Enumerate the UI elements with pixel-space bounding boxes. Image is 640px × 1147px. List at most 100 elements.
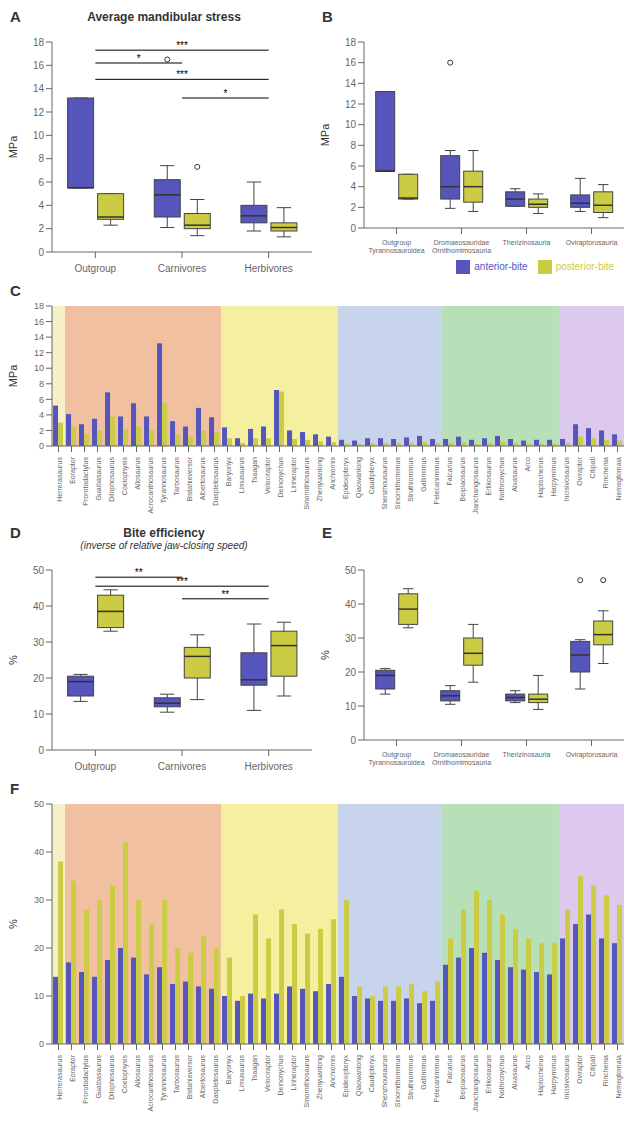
svg-text:DromaeosauridaeOrnithomimosaur: DromaeosauridaeOrnithomimosauria [432,239,491,254]
svg-text:18: 18 [34,301,44,311]
svg-text:Prorotodactylus: Prorotodactylus [82,457,90,506]
svg-text:6: 6 [39,395,44,405]
svg-text:40: 40 [34,847,44,857]
svg-text:0: 0 [39,441,44,451]
svg-text:***: *** [176,69,188,80]
svg-text:4: 4 [39,410,44,420]
svg-text:14: 14 [34,332,44,342]
svg-text:14: 14 [345,78,357,89]
svg-text:Tsaagan: Tsaagan [251,457,259,484]
svg-text:10: 10 [345,701,357,712]
svg-text:Eoraptor: Eoraptor [69,1054,77,1082]
svg-text:Allosaurus: Allosaurus [134,457,141,490]
svg-text:Jianchangosaurus: Jianchangosaurus [472,457,480,514]
svg-text:*: * [223,88,227,99]
svg-text:Sinornithosaurus: Sinornithosaurus [303,457,310,510]
svg-text:MPa: MPa [8,135,19,159]
svg-text:30: 30 [345,633,357,644]
svg-text:***: *** [176,40,188,51]
svg-text:Nothronychus: Nothronychus [498,457,506,501]
svg-text:Incisivosaurus: Incisivosaurus [563,1055,570,1100]
svg-text:Herbivores: Herbivores [244,263,292,274]
svg-text:OutgroupTyrannosauroidea: OutgroupTyrannosauroidea [368,751,424,767]
svg-text:Harpymimus: Harpymimus [550,457,558,497]
svg-text:Guaibasaurus: Guaibasaurus [95,457,102,501]
svg-text:Acrocanthosaurus: Acrocanthosaurus [147,457,154,514]
svg-text:10: 10 [33,709,45,720]
svg-text:MPa: MPa [8,364,19,388]
svg-text:10: 10 [33,130,45,141]
svg-text:**: ** [135,567,143,578]
svg-text:2: 2 [39,426,44,436]
svg-text:Prorotodactylus: Prorotodactylus [82,1055,90,1104]
svg-text:%: % [320,650,331,660]
svg-text:Acrocanthosaurus: Acrocanthosaurus [147,1055,154,1112]
svg-text:Oviraptorosauria: Oviraptorosauria [566,751,618,759]
svg-text:4: 4 [38,200,44,211]
svg-text:Guaibasaurus: Guaibasaurus [95,1055,102,1099]
svg-text:Beipiaosaurus: Beipiaosaurus [459,1055,467,1100]
svg-text:Tyrannosaurus: Tyrannosaurus [160,457,168,504]
svg-text:Zhenyuanlong: Zhenyuanlong [316,1055,324,1099]
svg-text:Erlikosaurus: Erlikosaurus [485,1055,492,1094]
svg-text:0: 0 [39,1039,44,1049]
svg-text:Caudipteryx: Caudipteryx [368,457,376,495]
svg-text:Velociraptor: Velociraptor [264,1054,272,1092]
svg-text:DromaeosauridaeOrnithomimosaur: DromaeosauridaeOrnithomimosauria [432,751,491,766]
svg-text:30: 30 [33,637,45,648]
svg-text:Shenzhousaurus: Shenzhousaurus [381,457,388,510]
svg-text:Zhenyuanlong: Zhenyuanlong [316,457,324,501]
svg-text:Baryonyx: Baryonyx [225,457,233,487]
svg-text:0: 0 [38,745,44,756]
svg-text:**: ** [221,589,229,600]
svg-text:8: 8 [39,379,44,389]
svg-text:Gallimimus: Gallimimus [420,457,427,492]
svg-text:Struthiomimus: Struthiomimus [407,1055,414,1100]
svg-text:Nemegtomaia: Nemegtomaia [615,1055,623,1099]
svg-text:Falcarius: Falcarius [446,1055,453,1084]
svg-text:***: *** [176,576,188,587]
svg-text:Beipiaosaurus: Beipiaosaurus [459,457,467,502]
svg-text:Arco: Arco [524,457,531,472]
svg-text:6: 6 [38,177,44,188]
svg-text:10: 10 [34,991,44,1001]
svg-text:50: 50 [33,565,45,576]
svg-text:Jianchangosaurus: Jianchangosaurus [472,1055,480,1112]
svg-text:Incisivosaurus: Incisivosaurus [563,457,570,502]
svg-text:Dilophosaurus: Dilophosaurus [108,457,116,502]
svg-text:Falcarius: Falcarius [446,457,453,486]
svg-text:Rinchenia: Rinchenia [602,457,609,488]
svg-text:14: 14 [33,83,45,94]
svg-text:18: 18 [345,37,357,48]
svg-text:Qiaowanlong: Qiaowanlong [355,1055,363,1096]
svg-text:16: 16 [345,57,357,68]
svg-text:Herbivores: Herbivores [244,761,292,772]
svg-text:0: 0 [350,223,356,234]
svg-text:Oviraptorosauria: Oviraptorosauria [566,239,618,247]
svg-text:Carnivores: Carnivores [158,761,206,772]
svg-text:Daspletosaurus: Daspletosaurus [212,457,220,506]
svg-text:Haplocheirus: Haplocheirus [537,457,545,498]
svg-text:Limusaurus: Limusaurus [238,457,245,494]
svg-text:Velociraptor: Velociraptor [264,456,272,494]
svg-text:Coelophysis: Coelophysis [121,1055,129,1094]
svg-text:%: % [8,919,19,929]
svg-text:Caudipteryx: Caudipteryx [368,1055,376,1093]
svg-text:Anchiornis: Anchiornis [329,457,336,490]
svg-text:Baryonyx: Baryonyx [225,1055,233,1085]
svg-text:Therizinosauria: Therizinosauria [503,751,551,758]
svg-text:Gallimimus: Gallimimus [420,1055,427,1090]
svg-text:20: 20 [33,673,45,684]
svg-text:20: 20 [34,943,44,953]
svg-text:Citipati: Citipati [589,1055,597,1077]
svg-text:Deinonychus: Deinonychus [277,457,285,498]
svg-text:Pelecanimimus: Pelecanimimus [433,1055,440,1103]
svg-text:Sinornithomimus: Sinornithomimus [394,457,401,510]
svg-text:Coelophysis: Coelophysis [121,457,129,496]
svg-text:10: 10 [345,119,357,130]
svg-text:Linheraptor: Linheraptor [290,1054,298,1090]
svg-text:Herrerasaurus: Herrerasaurus [56,457,63,502]
svg-text:0: 0 [38,247,44,258]
svg-text:Outgroup: Outgroup [74,263,116,274]
svg-text:Eoraptor: Eoraptor [69,456,77,484]
